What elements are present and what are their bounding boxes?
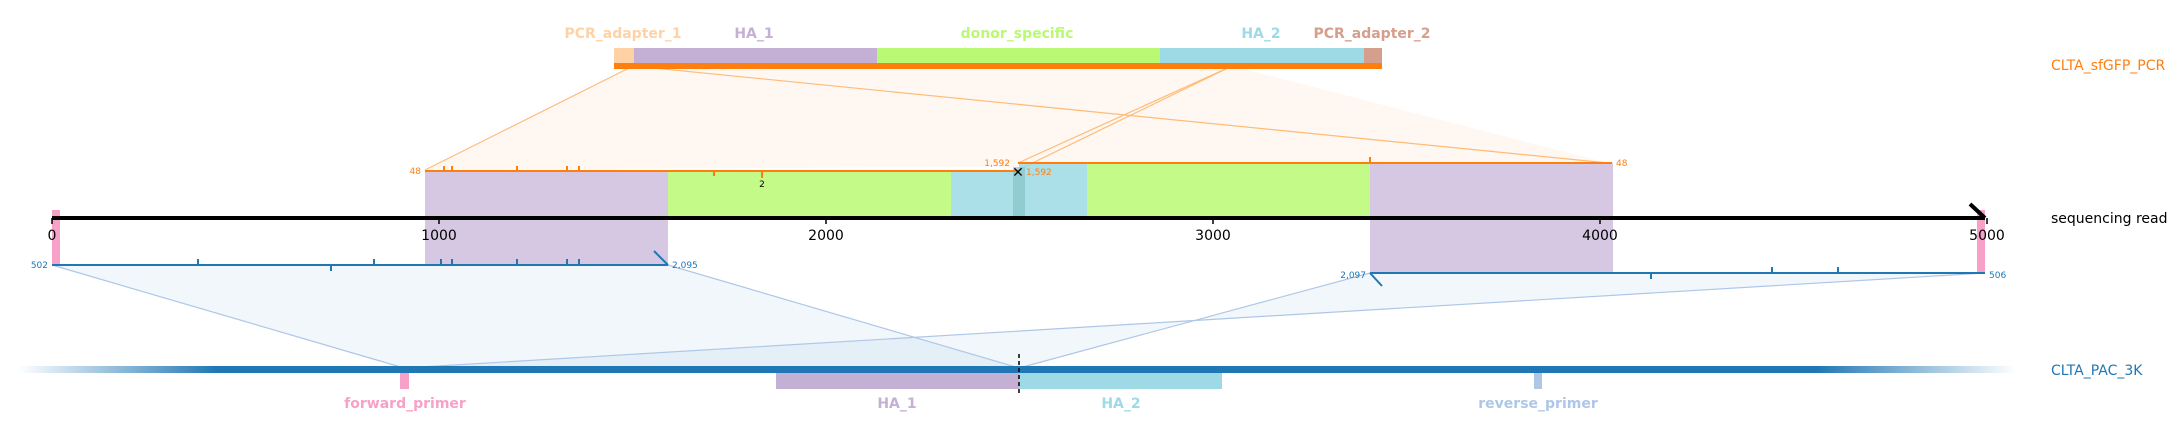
bottom-projection-left — [52, 265, 1019, 368]
bottom-left-query-start: 502 — [31, 261, 48, 271]
top-reference: PCR_adapter_1 HA_1 donor_specific HA_2 P… — [424, 26, 2165, 171]
top-feature-ha-2 — [1160, 48, 1364, 65]
bottom-feature-label: forward_primer — [344, 396, 466, 412]
read-axis-tick-label: 5000 — [1969, 228, 2005, 244]
bottom-feature-ha-1 — [776, 373, 1019, 389]
bottom-feature-forward-primer — [400, 373, 409, 389]
read-axis: 0 1000 2000 3000 4000 5000 sequencing re… — [48, 202, 2167, 244]
top-feature-ha-1 — [634, 48, 877, 65]
bottom-feature-reverse-primer — [1534, 373, 1542, 389]
bottom-feature-ha-2 — [1019, 373, 1222, 389]
read-features — [52, 163, 1985, 273]
top-junction-x-mark: ✕ — [1012, 165, 1024, 181]
read-feature-donor-left — [668, 171, 951, 217]
top-feature-pcr-adapter-2 — [1364, 48, 1382, 65]
top-feature-label: HA_1 — [734, 26, 773, 42]
read-end-arrow — [1968, 202, 1987, 220]
bottom-projection-line — [667, 264, 1020, 369]
bottom-alignment-left-end — [653, 250, 669, 266]
read-overlap-marker — [1013, 167, 1025, 217]
bottom-right-query-start: 2,097 — [1340, 271, 1366, 281]
top-right-query-start: 1,592 — [1026, 168, 1052, 178]
bottom-feature-label: HA_2 — [1101, 396, 1140, 412]
top-projection-line — [632, 65, 1609, 164]
bottom-feature-label: reverse_primer — [1478, 396, 1598, 412]
bottom-alignments: 502 2,095 2,097 506 — [31, 250, 2006, 369]
top-feature-label: PCR_adapter_2 — [1313, 26, 1430, 42]
read-feature-donor-right — [1087, 163, 1370, 217]
read-axis-tick-label: 0 — [48, 228, 57, 244]
bottom-projection-line — [403, 272, 1986, 369]
read-axis-tick-label: 4000 — [1582, 228, 1618, 244]
bottom-feature-label: HA_1 — [877, 396, 916, 412]
top-projection-line — [1017, 65, 1233, 171]
top-feature-pcr-adapter-1 — [614, 48, 634, 65]
bottom-reference-name: CLTA_PAC_3K — [2051, 363, 2143, 379]
top-left-query-start: 48 — [410, 167, 422, 177]
top-alignment-ticks — [443, 157, 1371, 178]
read-feature-primer-left — [52, 219, 60, 265]
top-feature-label: donor_specific — [961, 26, 1074, 42]
read-feature-bottom-ha-1-right — [1370, 219, 1613, 273]
read-axis-tick-label: 1000 — [421, 228, 457, 244]
top-left-query-end: 1,592 — [984, 159, 1010, 169]
read-axis-ticks — [51, 218, 1988, 224]
bottom-projection-line — [51, 264, 405, 369]
top-projection-left — [425, 66, 1608, 170]
read-feature-ha-1-right — [1370, 163, 1613, 217]
top-insertion-count: 2 — [759, 180, 765, 190]
top-right-query-end: 48 — [1616, 159, 1628, 169]
read-feature-ha-2-right — [1019, 163, 1087, 217]
read-name: sequencing read — [2051, 211, 2167, 227]
top-projection-line — [424, 65, 634, 171]
bottom-right-query-end: 506 — [1989, 271, 2006, 281]
bottom-left-query-end: 2,095 — [672, 261, 698, 271]
read-feature-ha-1-left — [425, 171, 668, 217]
bottom-reference-bar — [18, 366, 2016, 373]
top-alignments: 48 1,592 2 1,592 48 ✕ — [410, 157, 1628, 190]
read-axis-tick-label: 3000 — [1195, 228, 1231, 244]
read-feature-primer-left-top — [52, 210, 60, 220]
top-feature-donor-specific — [877, 48, 1160, 65]
read-feature-ha-2-left — [951, 171, 1019, 217]
top-reference-name: CLTA_sfGFP_PCR — [2051, 58, 2165, 74]
bottom-alignment-right-start — [1369, 272, 1383, 287]
read-axis-tick-label: 2000 — [808, 228, 844, 244]
read-feature-bottom-ha-1 — [425, 219, 668, 265]
top-feature-label: PCR_adapter_1 — [564, 26, 681, 42]
top-projection-line — [1017, 65, 1233, 164]
bottom-reference: forward_primer HA_1 HA_2 reverse_primer … — [18, 354, 2143, 412]
read-feature-primer-right — [1977, 219, 1985, 273]
top-feature-label: HA_2 — [1241, 26, 1280, 42]
bottom-alignment-ticks — [197, 259, 1839, 279]
top-reference-bar — [614, 63, 1382, 69]
